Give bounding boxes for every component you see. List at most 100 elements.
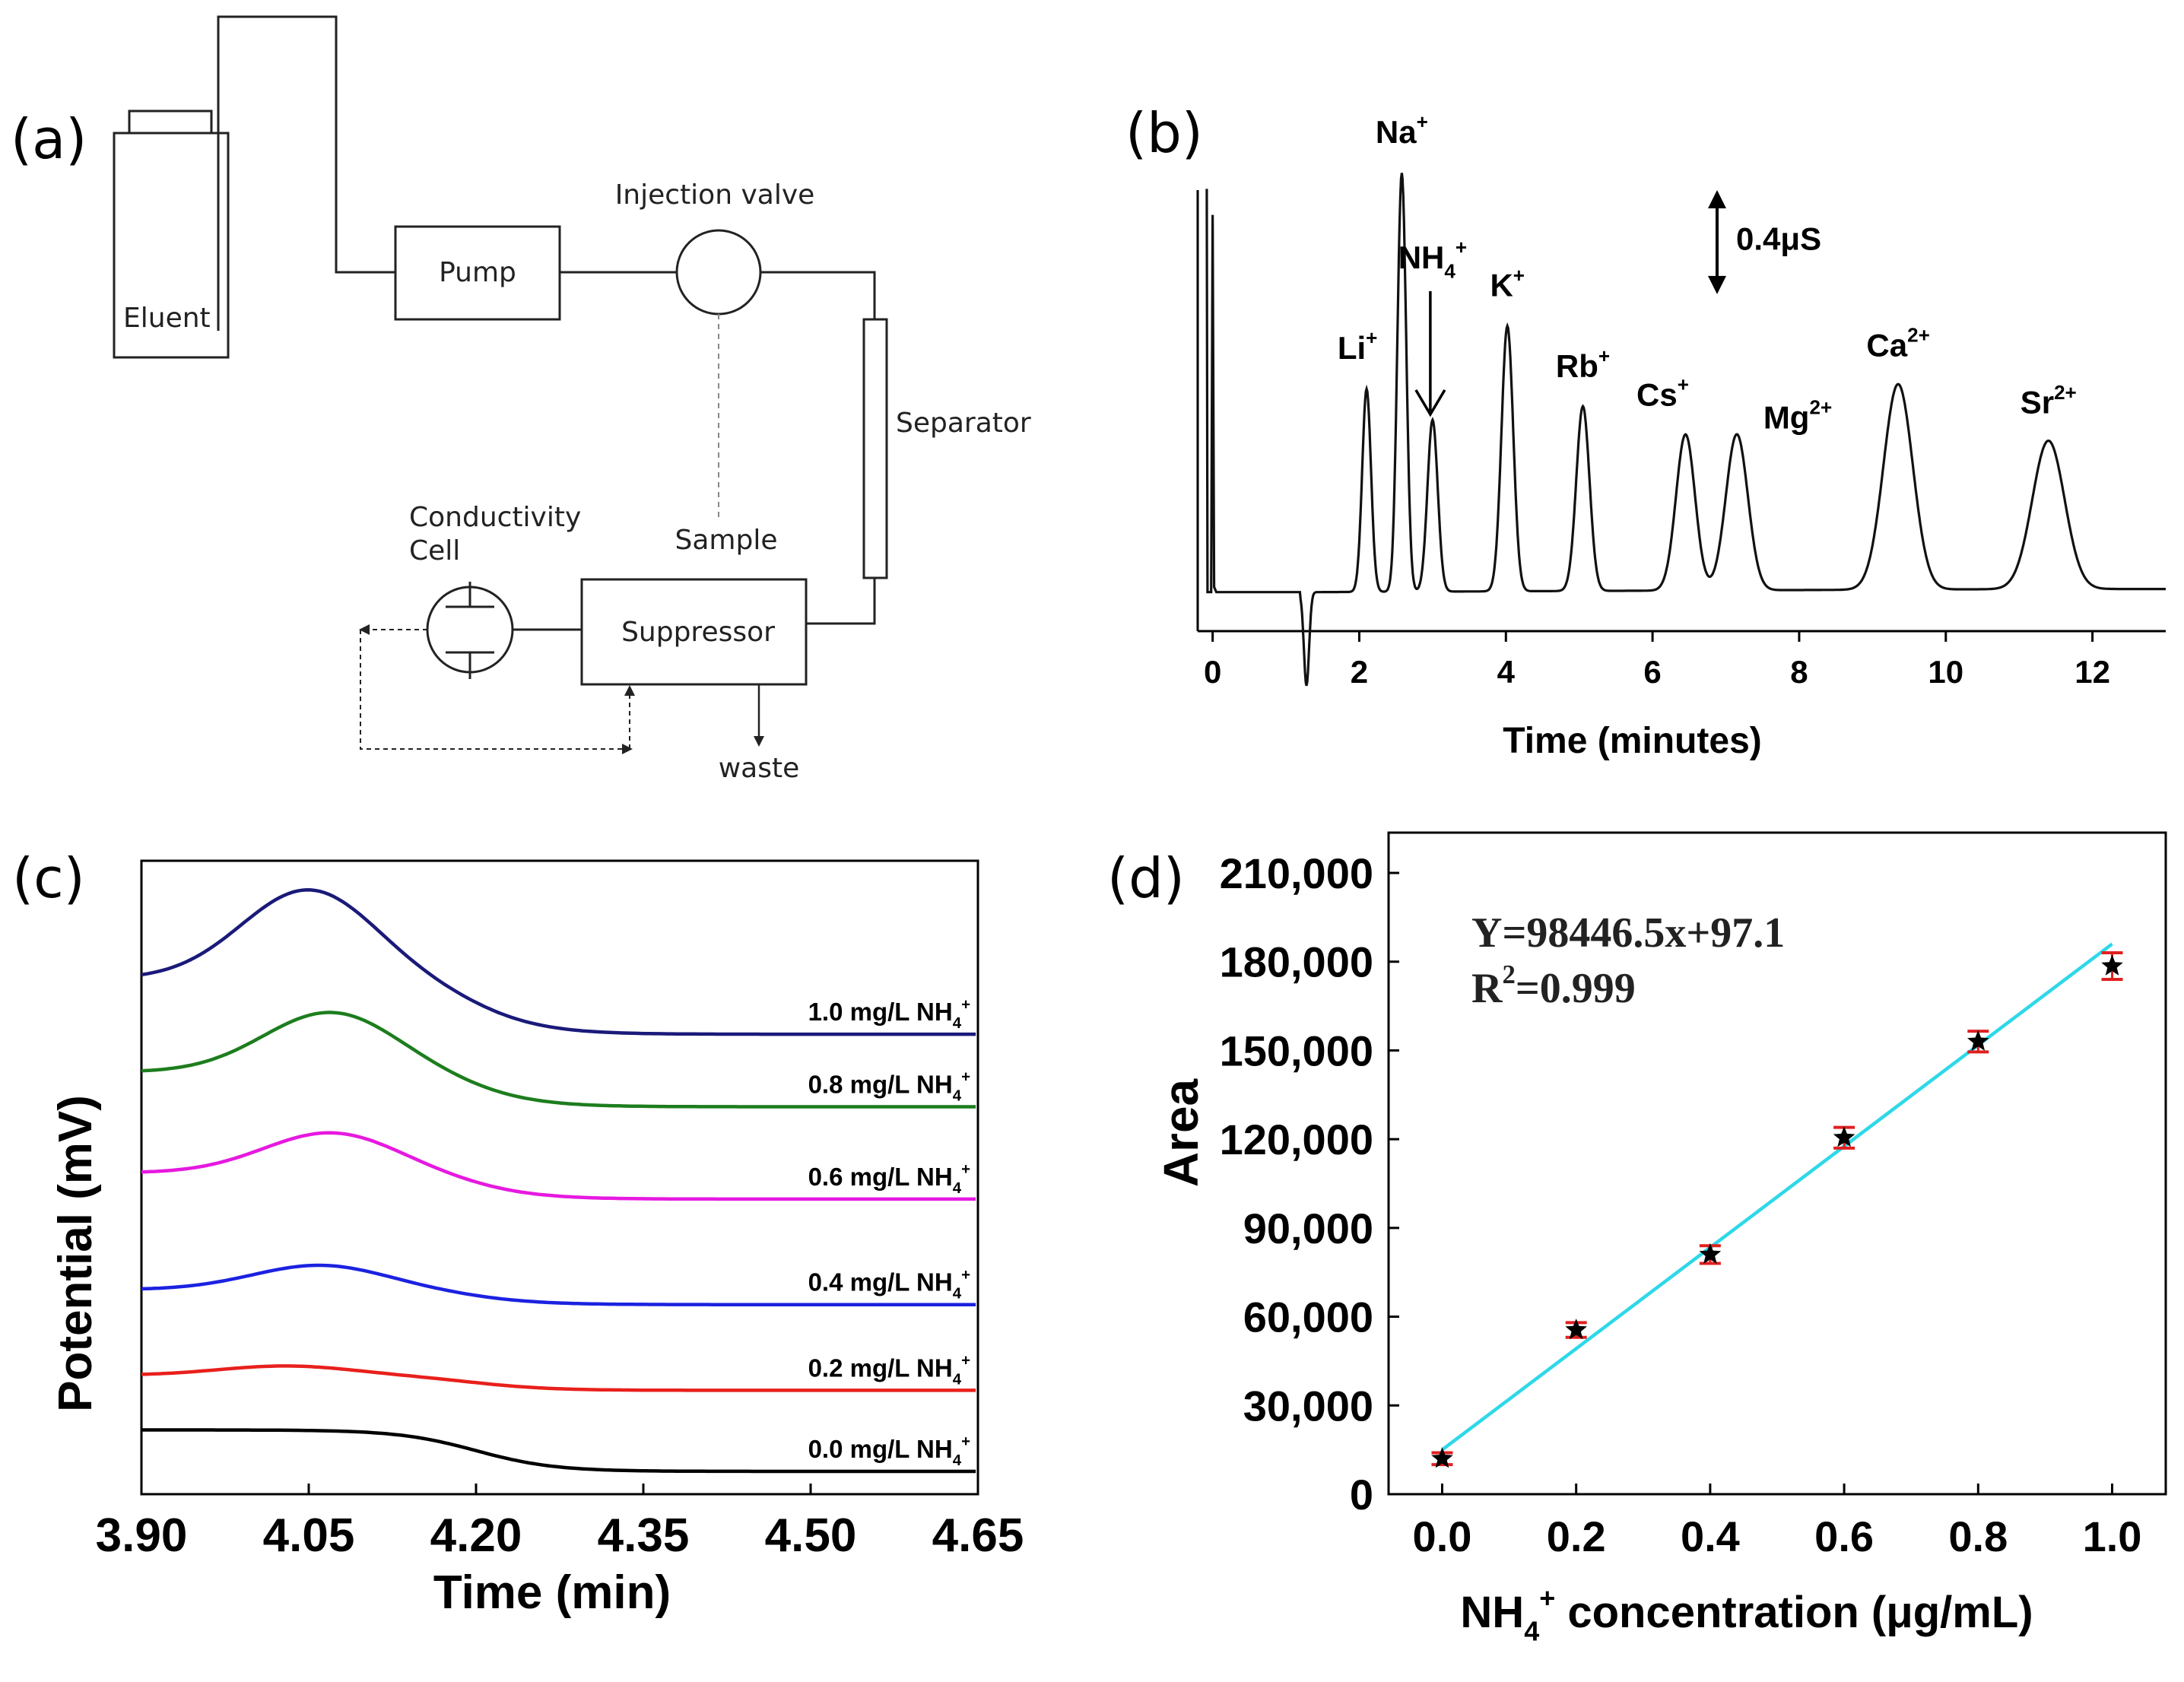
chart-c-ylabel: Potential (mV)	[49, 1095, 102, 1412]
chart-d-frame	[1387, 831, 2167, 1496]
chart-b-peak-label: K+	[1490, 264, 1525, 303]
chart-d-r2-part-1: 2	[1502, 960, 1515, 989]
chart-c-series-label-part-2: 4	[953, 1014, 962, 1032]
chart-c-series-label-part-2: 4	[953, 1452, 962, 1469]
chart-b-peak-label: Cs+	[1636, 373, 1689, 413]
chart-b-peak-label-part-0: Mg	[1763, 399, 1810, 435]
chart-b-peak-label-part-1: +	[1366, 326, 1377, 349]
chart-c-series-label: 0.4 mg/L NH4+	[808, 1266, 970, 1303]
chart-c-series-line	[141, 888, 976, 1036]
chart-b-peak-label-part-0: Cs	[1636, 376, 1678, 412]
chart-b-xtick-label: 12	[2074, 654, 2110, 690]
chart-b-peak-label-part-2: +	[1455, 236, 1467, 259]
chart-d-point	[1833, 1126, 1855, 1147]
chart-d: 0 30,000 60,000 90,000 120,000 150,000 180,000…	[1154, 831, 2167, 1646]
chart-c-series-label-part-3: +	[961, 1068, 970, 1086]
separator-suppressor-tube	[806, 578, 876, 625]
chart-b-xtick-label: 10	[1928, 654, 1963, 690]
chart-c-series-label: 0.6 mg/L NH4+	[808, 1160, 970, 1197]
chart-d-ytick-label: 0	[1350, 1471, 1373, 1519]
chart-c-series-line	[141, 1364, 976, 1392]
chart-c-series-label-part-3: +	[961, 1352, 970, 1369]
injection-valve-label: Injection valve	[615, 179, 815, 211]
suppressor-box	[580, 578, 808, 686]
chart-b-peak-label-part-1: 2+	[2054, 381, 2077, 404]
chart-c-series-label-part-1: mg/L NH	[843, 1163, 952, 1191]
chart-d-xtick-label: 0.8	[1948, 1512, 2008, 1560]
chart-c-series-label-part-0: 0.8	[808, 1071, 843, 1099]
panel-label-d: (d)	[1107, 846, 1185, 910]
chart-d-ytick-label: 210,000	[1220, 849, 1373, 897]
chart-b-peak-label-part-0: Sr	[2021, 385, 2054, 420]
chart-b-xtick-label: 2	[1351, 654, 1368, 690]
chart-c-series-label-part-0: 0.4	[808, 1268, 844, 1296]
chart-c-series-line	[141, 1131, 976, 1201]
chart-c-xtick-label: 4.20	[430, 1509, 522, 1562]
chart-c-series-label-part-0: 0.0	[808, 1435, 843, 1463]
chart-c-xtick-label: 4.05	[263, 1509, 355, 1562]
chart-c-series-label: 0.8 mg/L NH4+	[808, 1068, 970, 1105]
chart-b-peak-label: Rb+	[1556, 344, 1610, 384]
chart-c-series-label-part-2: 4	[953, 1087, 962, 1104]
chart-b-scale-arrow-down	[1708, 275, 1726, 294]
chart-c-series-line	[141, 1011, 976, 1109]
chart-d-point	[1565, 1319, 1587, 1340]
chart-b-peak-arrowhead	[1414, 389, 1446, 417]
chart-c-xtick-label: 4.65	[932, 1509, 1024, 1562]
valve-separator-tube	[760, 271, 876, 319]
chart-b-peak-label-part-1: 2+	[1907, 324, 1930, 347]
chart-d-xlabel-part-2: +	[1539, 1582, 1555, 1614]
chart-c-xtick-label: 3.90	[96, 1509, 188, 1562]
chart-d-ytick-label: 150,000	[1220, 1027, 1373, 1074]
chart-b-peak-label-part-1: +	[1598, 344, 1610, 367]
suppressor-label: Suppressor	[621, 617, 775, 648]
chart-c-series-label-part-0: 0.6	[808, 1163, 843, 1191]
chart-d-ytick-label: 30,000	[1243, 1382, 1373, 1430]
chart-d-xtick-label: 0.0	[1413, 1512, 1472, 1560]
chart-d-point	[1967, 1030, 1989, 1051]
chart-c-series-line	[141, 1263, 976, 1306]
chart-b-peak-label-part-1: 2+	[1809, 396, 1832, 419]
chart-d-ytick-label: 60,000	[1243, 1293, 1373, 1341]
chart-c: 3.90 4.05 4.20 4.35 4.50 4.65 Time (min) Potent…	[49, 859, 1024, 1619]
sample-label: Sample	[675, 525, 778, 556]
chart-c-frame	[140, 859, 979, 1496]
chart-b-peak-label-part-1: 4	[1444, 259, 1455, 282]
chart-b-peak-label: Li+	[1338, 326, 1378, 366]
chart-b-peak-label-part-0: K	[1490, 268, 1513, 303]
chart-b-peak-label: NH4+	[1398, 236, 1467, 283]
chart-c-series-label: 0.0 mg/L NH4 +	[808, 1433, 970, 1469]
separator-column	[862, 318, 888, 579]
chart-c-series-label-part-3: +	[961, 995, 970, 1013]
chart-d-ylabel: Area	[1154, 1078, 1208, 1187]
eluent-tube	[217, 15, 395, 331]
panel-label-a: (a)	[11, 107, 87, 171]
chart-d-point	[1699, 1242, 1722, 1264]
chart-b-scale-arrow-up	[1708, 190, 1726, 208]
waste-label: waste	[719, 753, 800, 784]
chart-d-r2: R2=0.999	[1471, 960, 1636, 1012]
chart-c-series-label-part-1: mg/L NH	[843, 1268, 952, 1296]
separator-label: Separator	[896, 408, 1031, 439]
chart-b-peak-label-part-0: Li	[1338, 330, 1366, 366]
chart-b-xtick-label: 6	[1643, 654, 1661, 690]
chart-c-series-label-part-0: 0.2	[808, 1354, 843, 1382]
chart-b-peak-label: Na+	[1376, 110, 1428, 150]
chart-c-series-label-part-3: +	[961, 1160, 970, 1178]
chart-c-series-label: 1.0 mg/L NH4+	[808, 995, 970, 1032]
chart-b-peak-label-part-0: NH	[1398, 240, 1445, 275]
conductivity-label-line1: Conductivity	[409, 502, 581, 533]
chart-b-xlabel: Time (minutes)	[1503, 721, 1762, 761]
chart-c-series-label-part-2: 4	[953, 1285, 962, 1303]
chart-b-peak-label-part-1: +	[1678, 373, 1689, 396]
chart-c-series-line	[141, 1428, 976, 1474]
pump-label: Pump	[439, 257, 516, 288]
chart-c-series-label-part-3: +	[961, 1266, 970, 1284]
chart-c-xlabel: Time (min)	[433, 1566, 671, 1619]
chart-b-peak-label-part-1: +	[1417, 110, 1428, 133]
chart-d-ytick-label: 90,000	[1243, 1204, 1373, 1252]
dashed-arrowhead-right	[622, 744, 633, 754]
chart-b-peak-label-part-0: Rb	[1556, 348, 1598, 384]
